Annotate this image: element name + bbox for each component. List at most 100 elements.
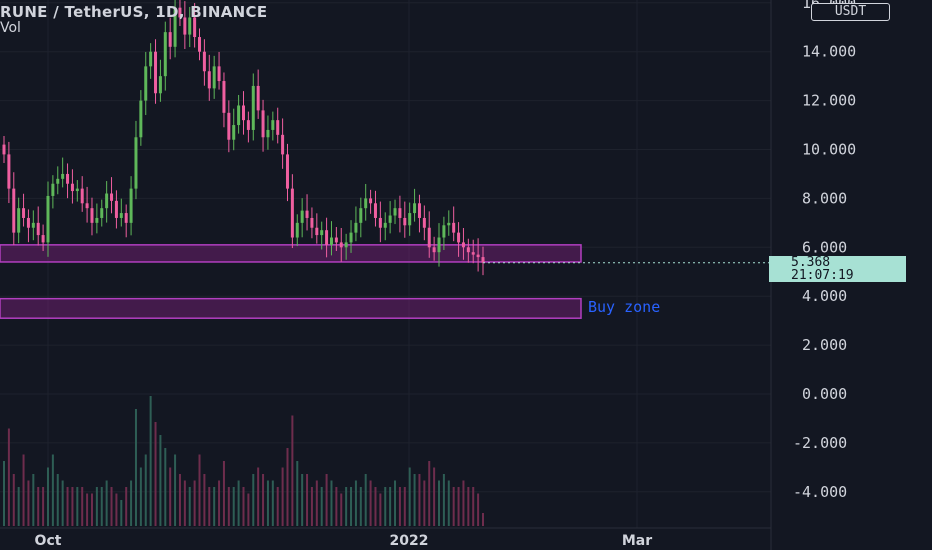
price-bar [369,198,373,204]
price-bar [295,222,299,238]
price-bar [329,237,333,245]
price-bar [2,144,6,155]
price-bar [364,198,368,209]
volume-bar [477,493,480,526]
price-tick-label: 4.000 [802,287,847,305]
volume-bar [467,487,470,526]
price-bar [119,213,123,218]
price-bar [232,125,236,140]
volume-bar [350,487,353,526]
price-bar [237,105,241,126]
price-bar [212,66,216,89]
volume-bar [359,487,362,526]
support-zone[interactable] [0,244,582,263]
volume-bar [154,422,157,526]
volume-bar [452,487,455,526]
volume-bar [310,487,313,526]
volume-bar [27,480,30,526]
chart-title: RUNE / TetherUS, 1D, BINANCE [0,3,268,21]
price-bar [41,235,45,243]
price-bar [466,247,470,253]
price-tick-label: 12.000 [802,92,856,110]
volume-bar [198,454,201,526]
price-bar [22,208,26,218]
volume-bar [105,480,108,526]
volume-bar [71,487,74,526]
time-tick-label: Oct [35,533,62,549]
volume-bar [139,467,142,526]
volume-bar [144,454,147,526]
price-bar [17,208,21,233]
price-bar [398,208,402,218]
price-bar [154,51,158,94]
time-axis-ticks[interactable]: Oct 2022 Mar [35,533,653,549]
price-bar [56,178,60,184]
price-bar [388,215,392,223]
volume-bar [100,487,103,526]
price-bar [305,210,309,218]
volume-bar [257,467,260,526]
volume-bar [354,480,357,526]
volume-bar [320,487,323,526]
price-bar [320,230,324,236]
volume-bar [32,474,35,526]
price-bar [256,85,260,111]
price-bar [437,237,441,253]
volume-bar [418,474,421,526]
price-bar [344,242,348,248]
volume-bar [369,480,372,526]
price-tick-label: 8.000 [802,189,847,207]
volume-bar [22,454,25,526]
price-bar [339,242,343,248]
price-bar [427,227,431,248]
last-price-label: 5.368 21:07:19 [769,256,906,282]
price-bar [70,183,74,192]
currency-unit-badge[interactable]: USDT [811,3,890,21]
price-bar [349,232,353,243]
price-bar [432,247,436,253]
price-bar [408,213,412,226]
price-bar [276,120,280,135]
price-tick-label: -4.000 [793,483,847,501]
price-bar [110,193,114,201]
price-tick-label: 6.000 [802,238,847,256]
price-bar [134,137,138,189]
volume-bar [188,487,191,526]
volume-bar [110,487,113,526]
price-bar [447,222,451,226]
volume-bar [90,493,93,526]
volume-bar [271,480,274,526]
price-bar [452,222,456,233]
price-bar [476,254,480,258]
volume-bar [125,487,128,526]
volume-bar [17,487,20,526]
price-bar [359,208,363,223]
volume-bar [315,480,318,526]
buy-zone[interactable] [0,297,582,319]
volume-bar [262,474,265,526]
price-bar [163,32,167,77]
price-bar [158,76,162,94]
price-bar [129,188,133,223]
volume-bar [164,448,167,526]
price-bar [383,222,387,228]
volume-bar [330,480,333,526]
volume-bar [12,474,15,526]
price-bar [481,257,485,263]
volume-bar [389,487,392,526]
price-bar [325,230,329,245]
volume-bar [447,480,450,526]
price-bar [261,110,265,138]
volume-bar [149,396,152,526]
price-bar [80,188,84,204]
volume-bar [213,487,216,526]
price-bar [271,120,275,130]
price-bar [378,217,382,228]
price-bar [285,154,289,189]
price-bar [95,217,99,223]
volume-bar [134,409,137,526]
price-bar [105,193,109,209]
volume-bar [423,480,426,526]
volume-bar [227,487,230,526]
price-bar [246,120,250,130]
